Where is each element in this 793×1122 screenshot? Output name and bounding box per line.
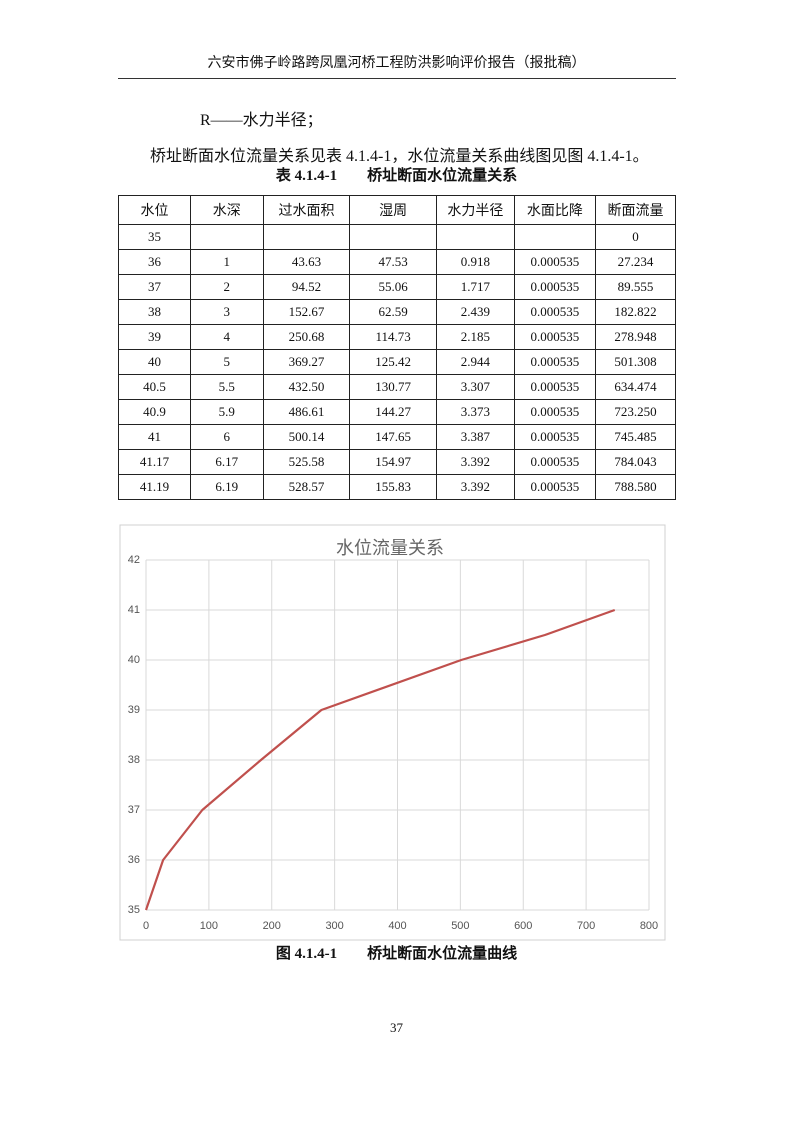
table-cell: 5.5 xyxy=(189,374,264,400)
header-cell: 水位 xyxy=(118,195,191,225)
table-row: 40 5 369.27 125.42 2.944 0.000535 501.308 xyxy=(118,349,677,375)
table-row: 38 3 152.67 62.59 2.439 0.000535 182.822 xyxy=(118,299,677,325)
table-cell: 35 xyxy=(118,224,191,250)
header-cell: 过水面积 xyxy=(262,195,351,225)
table-cell: 40.5 xyxy=(118,374,191,400)
header-cell: 水力半径 xyxy=(436,195,515,225)
y-tick-label: 39 xyxy=(128,704,140,716)
table-cell: 27.234 xyxy=(594,249,677,275)
chart-frame xyxy=(119,524,666,941)
table-cell: 0.000535 xyxy=(513,424,596,450)
table-cell: 130.77 xyxy=(349,374,437,400)
table-cell: 155.83 xyxy=(349,474,437,500)
table-row: 41 6 500.14 147.65 3.387 0.000535 745.485 xyxy=(118,424,677,450)
table-cell: 525.58 xyxy=(262,449,351,475)
data-line xyxy=(144,608,616,911)
table-cell: 6 xyxy=(189,424,264,450)
table-cell xyxy=(189,224,264,250)
y-tick-label: 42 xyxy=(128,554,140,566)
y-tick-label: 38 xyxy=(128,754,140,766)
table-cell: 2.944 xyxy=(436,349,515,375)
table-cell: 6.19 xyxy=(189,474,264,500)
table-cell: 634.474 xyxy=(594,374,677,400)
table-row: 37 2 94.52 55.06 1.717 0.000535 89.555 xyxy=(118,274,677,300)
table-cell: 125.42 xyxy=(349,349,437,375)
header-cell: 断面流量 xyxy=(594,195,677,225)
table-cell: 784.043 xyxy=(594,449,677,475)
table-cell: 94.52 xyxy=(262,274,351,300)
table-cell: 47.53 xyxy=(349,249,437,275)
table-cell: 147.65 xyxy=(349,424,437,450)
table-cell: 39 xyxy=(118,324,191,350)
table-cell: 0.000535 xyxy=(513,324,596,350)
table-cell: 2 xyxy=(189,274,264,300)
table-row: 40.9 5.9 486.61 144.27 3.373 0.000535 723.250 xyxy=(118,399,677,425)
y-tick-label: 37 xyxy=(128,804,140,816)
table-cell: 2.185 xyxy=(436,324,515,350)
table-cell: 0.000535 xyxy=(513,399,596,425)
x-tick-label: 700 xyxy=(577,920,595,932)
y-tick-label: 41 xyxy=(128,604,140,616)
x-tick-label: 800 xyxy=(640,920,658,932)
table-row: 41.19 6.19 528.57 155.83 3.392 0.000535 788.58… xyxy=(118,474,677,500)
table-cell: 788.580 xyxy=(594,474,677,500)
x-tick-label: 300 xyxy=(325,920,343,932)
table-cell: 5 xyxy=(189,349,264,375)
header-rule xyxy=(118,78,676,79)
table-cell: 55.06 xyxy=(349,274,437,300)
y-tick-label: 35 xyxy=(128,904,140,916)
table-cell: 0.918 xyxy=(436,249,515,275)
table-cell: 6.17 xyxy=(189,449,264,475)
table-cell: 723.250 xyxy=(594,399,677,425)
table-cell: 4 xyxy=(189,324,264,350)
table-cell: 500.14 xyxy=(262,424,351,450)
table-cell: 37 xyxy=(118,274,191,300)
table-cell: 40 xyxy=(118,349,191,375)
table-cell: 41.19 xyxy=(118,474,191,500)
table-cell: 0.000535 xyxy=(513,474,596,500)
table-cell: 43.63 xyxy=(262,249,351,275)
table-row: 40.5 5.5 432.50 130.77 3.307 0.000535 634.474 xyxy=(118,374,677,400)
table-title: 表 4.1.4-1 桥址断面水位流量关系 xyxy=(275,168,518,184)
table-cell: 154.97 xyxy=(349,449,437,475)
table-cell: 501.308 xyxy=(594,349,677,375)
x-tick-label: 100 xyxy=(200,920,218,932)
table-cell: 144.27 xyxy=(349,399,437,425)
header-cell: 湿周 xyxy=(349,195,437,225)
paragraph: 桥址断面水位流量关系见表 4.1.4-1，水位流量关系曲线图见图 4.1.4-1… xyxy=(150,148,649,165)
x-tick-label: 500 xyxy=(451,920,469,932)
data-table: 水位 水深 过水面积 湿周 水力半径 水面比降 断面流量 35 0 36 1 43.63 47.53 0.… xyxy=(118,195,677,500)
table-cell: 0 xyxy=(594,224,677,250)
table-row: 41.17 6.17 525.58 154.97 3.392 0.000535 784.04… xyxy=(118,449,677,475)
page-number: 37 xyxy=(390,1020,403,1035)
table-cell: 3.373 xyxy=(436,399,515,425)
table-cell: 278.948 xyxy=(594,324,677,350)
x-tick-label: 0 xyxy=(143,920,149,932)
paragraph: R——水力半径； xyxy=(200,112,323,129)
table-cell: 3.392 xyxy=(436,474,515,500)
table-cell: 3.392 xyxy=(436,449,515,475)
chart-title: 水位流量关系 xyxy=(336,538,444,558)
x-tick-label: 400 xyxy=(388,920,406,932)
table-cell: 38 xyxy=(118,299,191,325)
table-cell: 40.9 xyxy=(118,399,191,425)
x-tick-label: 200 xyxy=(263,920,281,932)
table-cell: 369.27 xyxy=(262,349,351,375)
table-cell: 528.57 xyxy=(262,474,351,500)
table-cell: 1.717 xyxy=(436,274,515,300)
y-tick-label: 40 xyxy=(128,654,140,666)
header: 六安市佛子岭路跨凤凰河桥工程防洪影响评价报告（报批稿） xyxy=(207,56,586,71)
table-row: 36 1 43.63 47.53 0.918 0.000535 27.234 xyxy=(118,249,677,275)
table-cell xyxy=(436,224,515,250)
y-tick-label: 36 xyxy=(128,854,140,866)
table-cell: 0.000535 xyxy=(513,449,596,475)
x-tick-label: 600 xyxy=(514,920,532,932)
figure-caption: 图 4.1.4-1 桥址断面水位流量曲线 xyxy=(275,946,518,962)
table-cell: 89.555 xyxy=(594,274,677,300)
table-cell: 3.307 xyxy=(436,374,515,400)
